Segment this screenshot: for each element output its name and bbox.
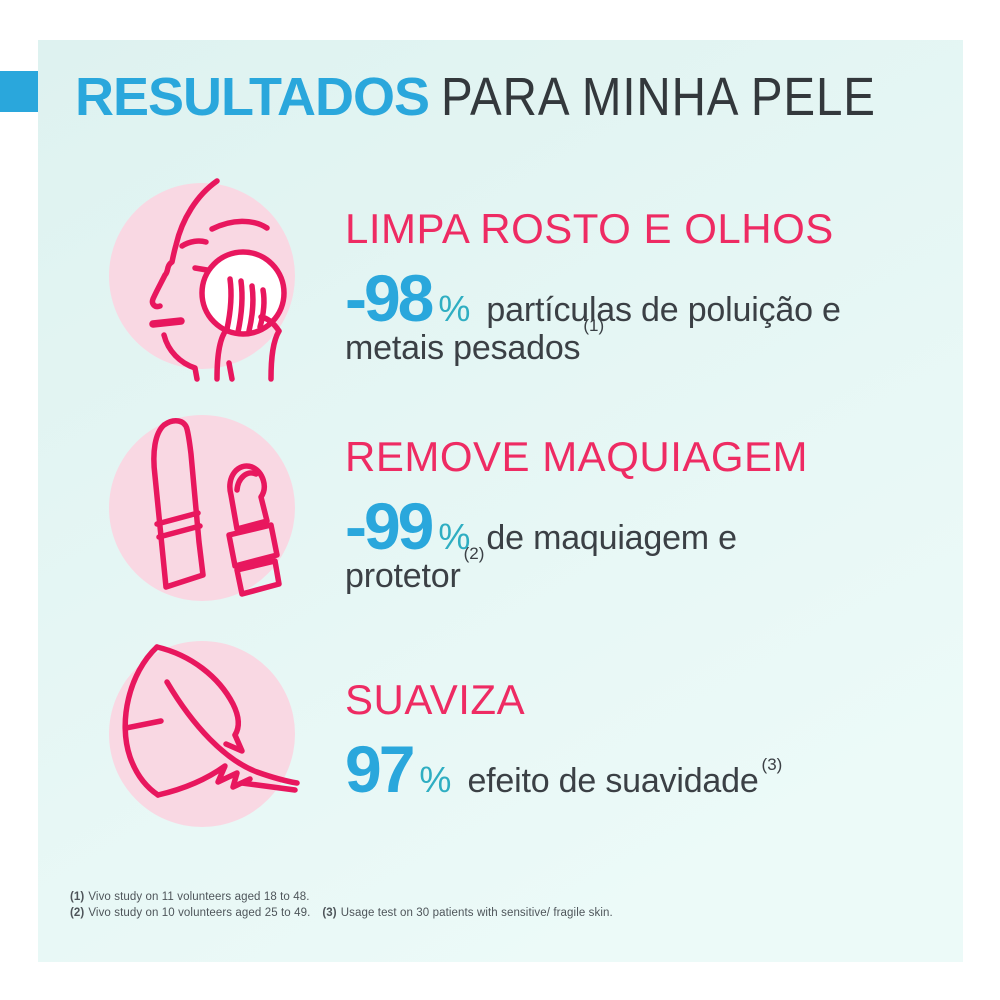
footnote-text: Vivo study on 10 volunteers aged 25 to 4… — [88, 907, 311, 919]
section-softens: SUAVIZA 97% efeito de suavidade (3) — [345, 678, 940, 802]
percent-sign: % — [419, 758, 452, 800]
section-cleanses: LIMPA ROSTO E OLHOS -98% partículas de po… — [345, 207, 940, 366]
footnote-ref: (1) — [70, 891, 85, 903]
stat-line: -98% partículas de poluição e — [345, 265, 940, 331]
footnote-ref: (1) — [583, 316, 605, 336]
stat-description: partículas de poluição e — [486, 290, 841, 329]
section-heading: SUAVIZA — [345, 676, 526, 723]
stat-value: 97 — [345, 731, 415, 806]
mascara-lipstick-icon — [100, 404, 305, 609]
page-title: RESULTADOS PARA MINHA PELE — [75, 70, 935, 124]
footnote-ref: (2) — [463, 544, 485, 564]
footnotes: (1) Vivo study on 11 volunteers aged 18 t… — [70, 889, 613, 921]
title-highlight: RESULTADOS — [75, 67, 430, 127]
stat-description: de maquiagem e — [486, 518, 737, 557]
face-cotton-pad-icon — [100, 172, 305, 382]
footnote-text: Vivo study on 11 volunteers aged 18 to 4… — [88, 891, 310, 903]
footnote-line-2: (2) Vivo study on 10 volunteers aged 25 t… — [70, 905, 613, 921]
footnote-ref: (3) — [761, 755, 783, 775]
accent-square — [0, 71, 38, 112]
percent-sign: % — [438, 515, 471, 557]
section-removes-makeup: REMOVE MAQUIAGEM -99% de maquiagem e prot… — [345, 435, 940, 594]
title-rest: PARA MINHA PELE — [441, 67, 876, 127]
feather-icon — [100, 630, 305, 835]
stat-value: -98 — [345, 260, 434, 335]
stat-line: -99% de maquiagem e — [345, 493, 940, 559]
stat-description-line2: metais pesados(1) — [345, 317, 940, 367]
section-heading: LIMPA ROSTO E OLHOS — [345, 205, 834, 252]
percent-sign: % — [438, 287, 471, 329]
stat-description-line2: protetor(2) — [345, 545, 940, 595]
stat-value: -99 — [345, 488, 434, 563]
footnote-text: Usage test on 30 patients with sensitive… — [340, 907, 613, 919]
footnote-line-1: (1) Vivo study on 11 volunteers aged 18 t… — [70, 889, 613, 905]
footnote-ref: (2) — [70, 907, 85, 919]
stat-description: efeito de suavidade — [467, 761, 759, 800]
stat-description-text: protetor — [345, 556, 461, 595]
section-heading: REMOVE MAQUIAGEM — [345, 433, 809, 480]
stat-line: 97% efeito de suavidade (3) — [345, 736, 940, 802]
footnote-ref: (3) — [322, 907, 337, 919]
stat-description-text: metais pesados — [345, 328, 581, 367]
